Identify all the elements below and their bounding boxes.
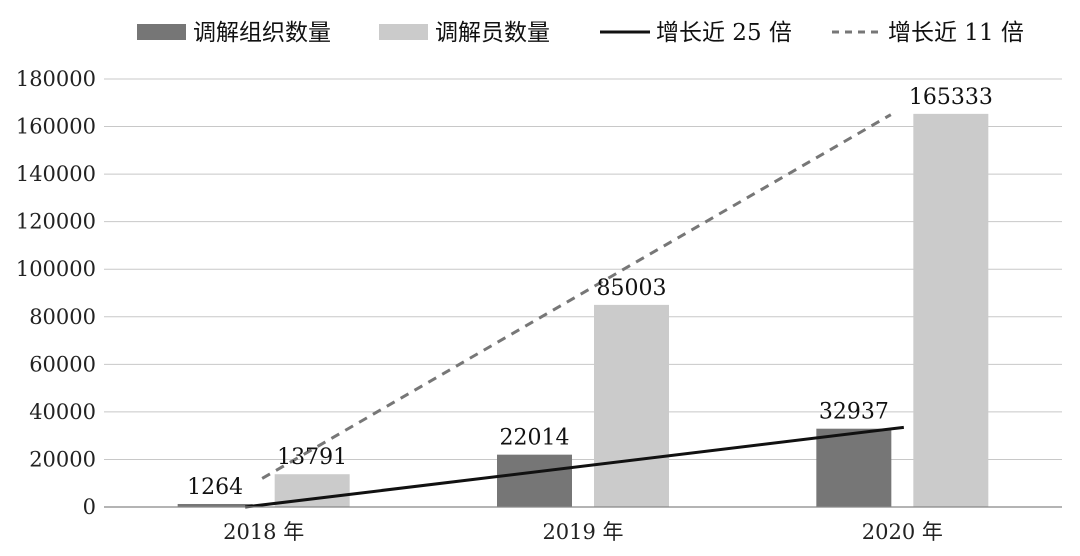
bar-mediators — [594, 304, 669, 507]
trend-line-organizations — [244, 425, 905, 509]
bar-organizations — [497, 454, 572, 507]
gridlines — [104, 78, 1062, 460]
legend: 调解组织数量 调解员数量 增长近 25 倍 增长近 11 倍 — [137, 20, 1024, 46]
y-tick-label: 20000 — [29, 447, 96, 471]
legend-swatch — [137, 24, 186, 40]
y-tick-label: 80000 — [29, 305, 96, 329]
data-label: 85003 — [597, 276, 667, 301]
data-label: 22014 — [500, 426, 570, 451]
y-tick-label: 0 — [83, 495, 96, 519]
y-axis-tick-labels: 0 20000 40000 60000 80000 100000 120000 140000 1… — [16, 67, 96, 519]
legend-label: 调解员数量 — [435, 20, 550, 46]
legend-label: 调解组织数量 — [193, 20, 331, 46]
x-tick-label: 2019 年 — [542, 520, 623, 544]
y-tick-label: 40000 — [29, 400, 96, 424]
y-tick-label: 100000 — [16, 257, 96, 281]
x-tick-label: 2020 年 — [862, 520, 943, 544]
y-tick-label: 160000 — [16, 115, 96, 139]
y-tick-label: 180000 — [16, 67, 96, 91]
bar-organizations — [177, 503, 253, 507]
legend-swatch — [379, 24, 428, 40]
data-label: 13791 — [277, 445, 347, 470]
data-labels: 1264 13791 22014 85003 32937 165333 — [187, 85, 993, 500]
y-tick-label: 140000 — [16, 162, 96, 186]
data-label: 165333 — [909, 85, 993, 110]
y-tick-label: 60000 — [29, 352, 96, 376]
data-label: 32937 — [819, 400, 889, 425]
legend-label: 增长近 11 倍 — [888, 20, 1024, 46]
bar-mediators — [913, 113, 989, 507]
y-tick-label: 120000 — [16, 210, 96, 234]
x-tick-label: 2018 年 — [223, 520, 304, 544]
data-label: 1264 — [187, 475, 243, 500]
x-axis-tick-labels: 2018 年 2019 年 2020 年 — [223, 520, 943, 544]
trend-lines — [244, 113, 905, 509]
bar-organizations — [816, 428, 892, 507]
bars — [177, 113, 989, 507]
trend-line-mediators — [261, 113, 892, 480]
legend-label: 增长近 25 倍 — [656, 20, 792, 46]
